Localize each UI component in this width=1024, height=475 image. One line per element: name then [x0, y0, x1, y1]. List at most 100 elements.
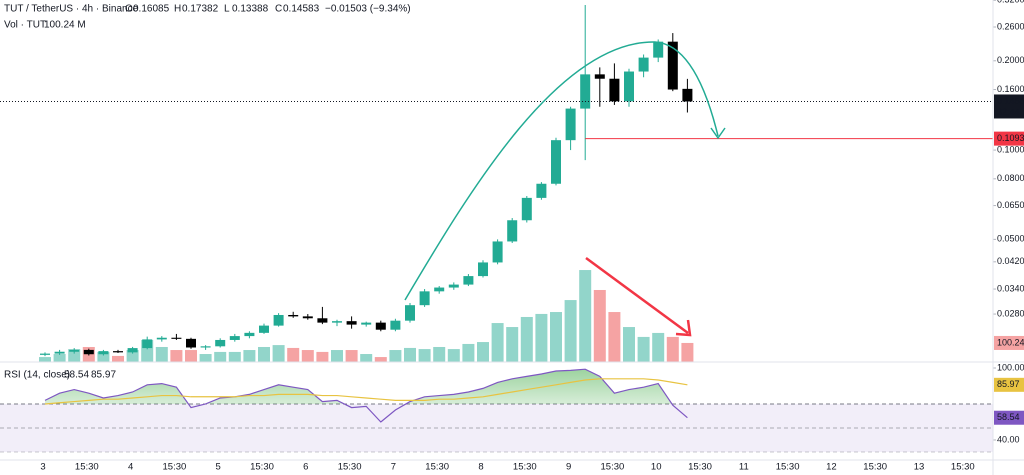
volume-bar — [506, 327, 519, 362]
volume-bar — [637, 336, 650, 362]
y-tick-label: 0.0280 — [997, 308, 1024, 318]
red-arrowhead — [675, 319, 692, 337]
volume-bar — [433, 346, 446, 362]
candle-body — [565, 108, 576, 141]
volume-bar — [477, 342, 489, 362]
volume-bar — [550, 312, 562, 362]
x-tick-label: 15:30 — [250, 462, 274, 473]
x-tick-label: 11 — [739, 462, 749, 473]
candle-body — [69, 349, 80, 352]
candle-body — [98, 351, 109, 355]
x-tick-label: 3 — [40, 462, 45, 473]
volume-bar — [374, 357, 387, 362]
volume-bar — [447, 349, 460, 362]
candle-body — [54, 351, 65, 354]
candle-body — [507, 220, 518, 242]
candle-body — [317, 318, 328, 323]
volume-bar — [593, 289, 606, 362]
x-tick-label: 15:30 — [513, 462, 537, 473]
volume-bar — [185, 350, 197, 362]
rsi-label-box — [994, 377, 1024, 392]
volume-bar — [520, 316, 533, 362]
volume-bar — [579, 270, 592, 362]
candle-body — [142, 339, 153, 349]
arc-drawing — [404, 41, 719, 301]
candle-body — [521, 197, 532, 221]
volume-bar — [404, 347, 416, 362]
candle-body — [638, 57, 649, 72]
ohlc-key: O — [125, 4, 133, 15]
rsi-line — [44, 378, 688, 405]
volume-bar — [97, 351, 110, 362]
candle-body — [171, 337, 182, 339]
volume-bar — [272, 345, 285, 362]
price-label-box — [994, 131, 1024, 146]
x-tick-label: 12 — [826, 462, 837, 473]
volume-bar — [681, 342, 694, 362]
y-tick-label: 0.3200 — [997, 0, 1024, 5]
candle-body — [682, 88, 693, 102]
candle-body — [127, 348, 138, 353]
x-tick-label: 15:30 — [425, 462, 449, 473]
candle-body — [259, 325, 269, 333]
volume-bar — [316, 351, 329, 362]
last-price-box — [994, 94, 1024, 119]
candle-body — [448, 284, 459, 288]
red-arrow — [585, 256, 689, 335]
volume-bar — [389, 350, 402, 362]
annotations — [404, 41, 726, 337]
candle-body — [492, 241, 503, 263]
volume-bar — [331, 350, 343, 362]
x-tick-label: 13 — [914, 462, 925, 473]
x-tick-label: 5 — [216, 462, 221, 473]
candle-body — [580, 74, 591, 109]
volume-name: Vol · TUT — [4, 20, 46, 31]
candle-body — [536, 183, 547, 198]
candle-body — [200, 346, 211, 348]
volume-bar — [39, 357, 51, 362]
x-tick-label: 4 — [128, 462, 133, 473]
candle-body — [653, 41, 664, 58]
rsi-pane — [0, 368, 993, 453]
candle-body — [302, 316, 313, 319]
volume-bar — [258, 346, 270, 362]
x-tick-label: 15:30 — [338, 462, 362, 473]
candle-body — [551, 140, 561, 184]
candle-body — [375, 322, 386, 330]
volume-bar — [126, 350, 139, 362]
candle-body — [186, 338, 196, 348]
y-tick-label: 100.00 — [997, 362, 1024, 372]
candle-body — [419, 291, 430, 306]
volume-label-box — [994, 335, 1024, 350]
x-tick-label: 15:30 — [75, 462, 99, 473]
candle-body — [40, 353, 50, 355]
volume-bar — [345, 350, 358, 362]
volume-value: 100.24 M — [44, 20, 86, 31]
candle-body — [390, 320, 401, 330]
x-tick-label: 8 — [478, 462, 483, 473]
volume-bar — [155, 346, 168, 362]
ohlc-key: L — [224, 4, 230, 15]
volume-bar — [199, 354, 212, 362]
candle-body — [156, 337, 167, 340]
rsi-legend-value: 58.54 — [64, 370, 89, 381]
x-tick-label: 6 — [303, 462, 308, 473]
ohlc-value: 0.17382 — [182, 4, 219, 15]
rsi-title: RSI (14, close) — [4, 370, 70, 381]
volume-bar — [68, 349, 81, 362]
candle-body — [478, 262, 488, 277]
candle-body — [609, 78, 620, 102]
volume-bar — [491, 323, 504, 362]
y-tick-label: 0.0340 — [997, 283, 1024, 293]
x-tick-label: 15:30 — [601, 462, 625, 473]
ohlc-key: C — [275, 4, 282, 15]
candle-body — [361, 322, 372, 325]
volume-bar — [462, 343, 475, 362]
x-tick-label: 15:30 — [688, 462, 712, 473]
y-tick-label: 0.1000 — [997, 144, 1024, 154]
volume-bar — [623, 327, 635, 362]
rsi-last-label: 85.97 — [997, 379, 1020, 389]
